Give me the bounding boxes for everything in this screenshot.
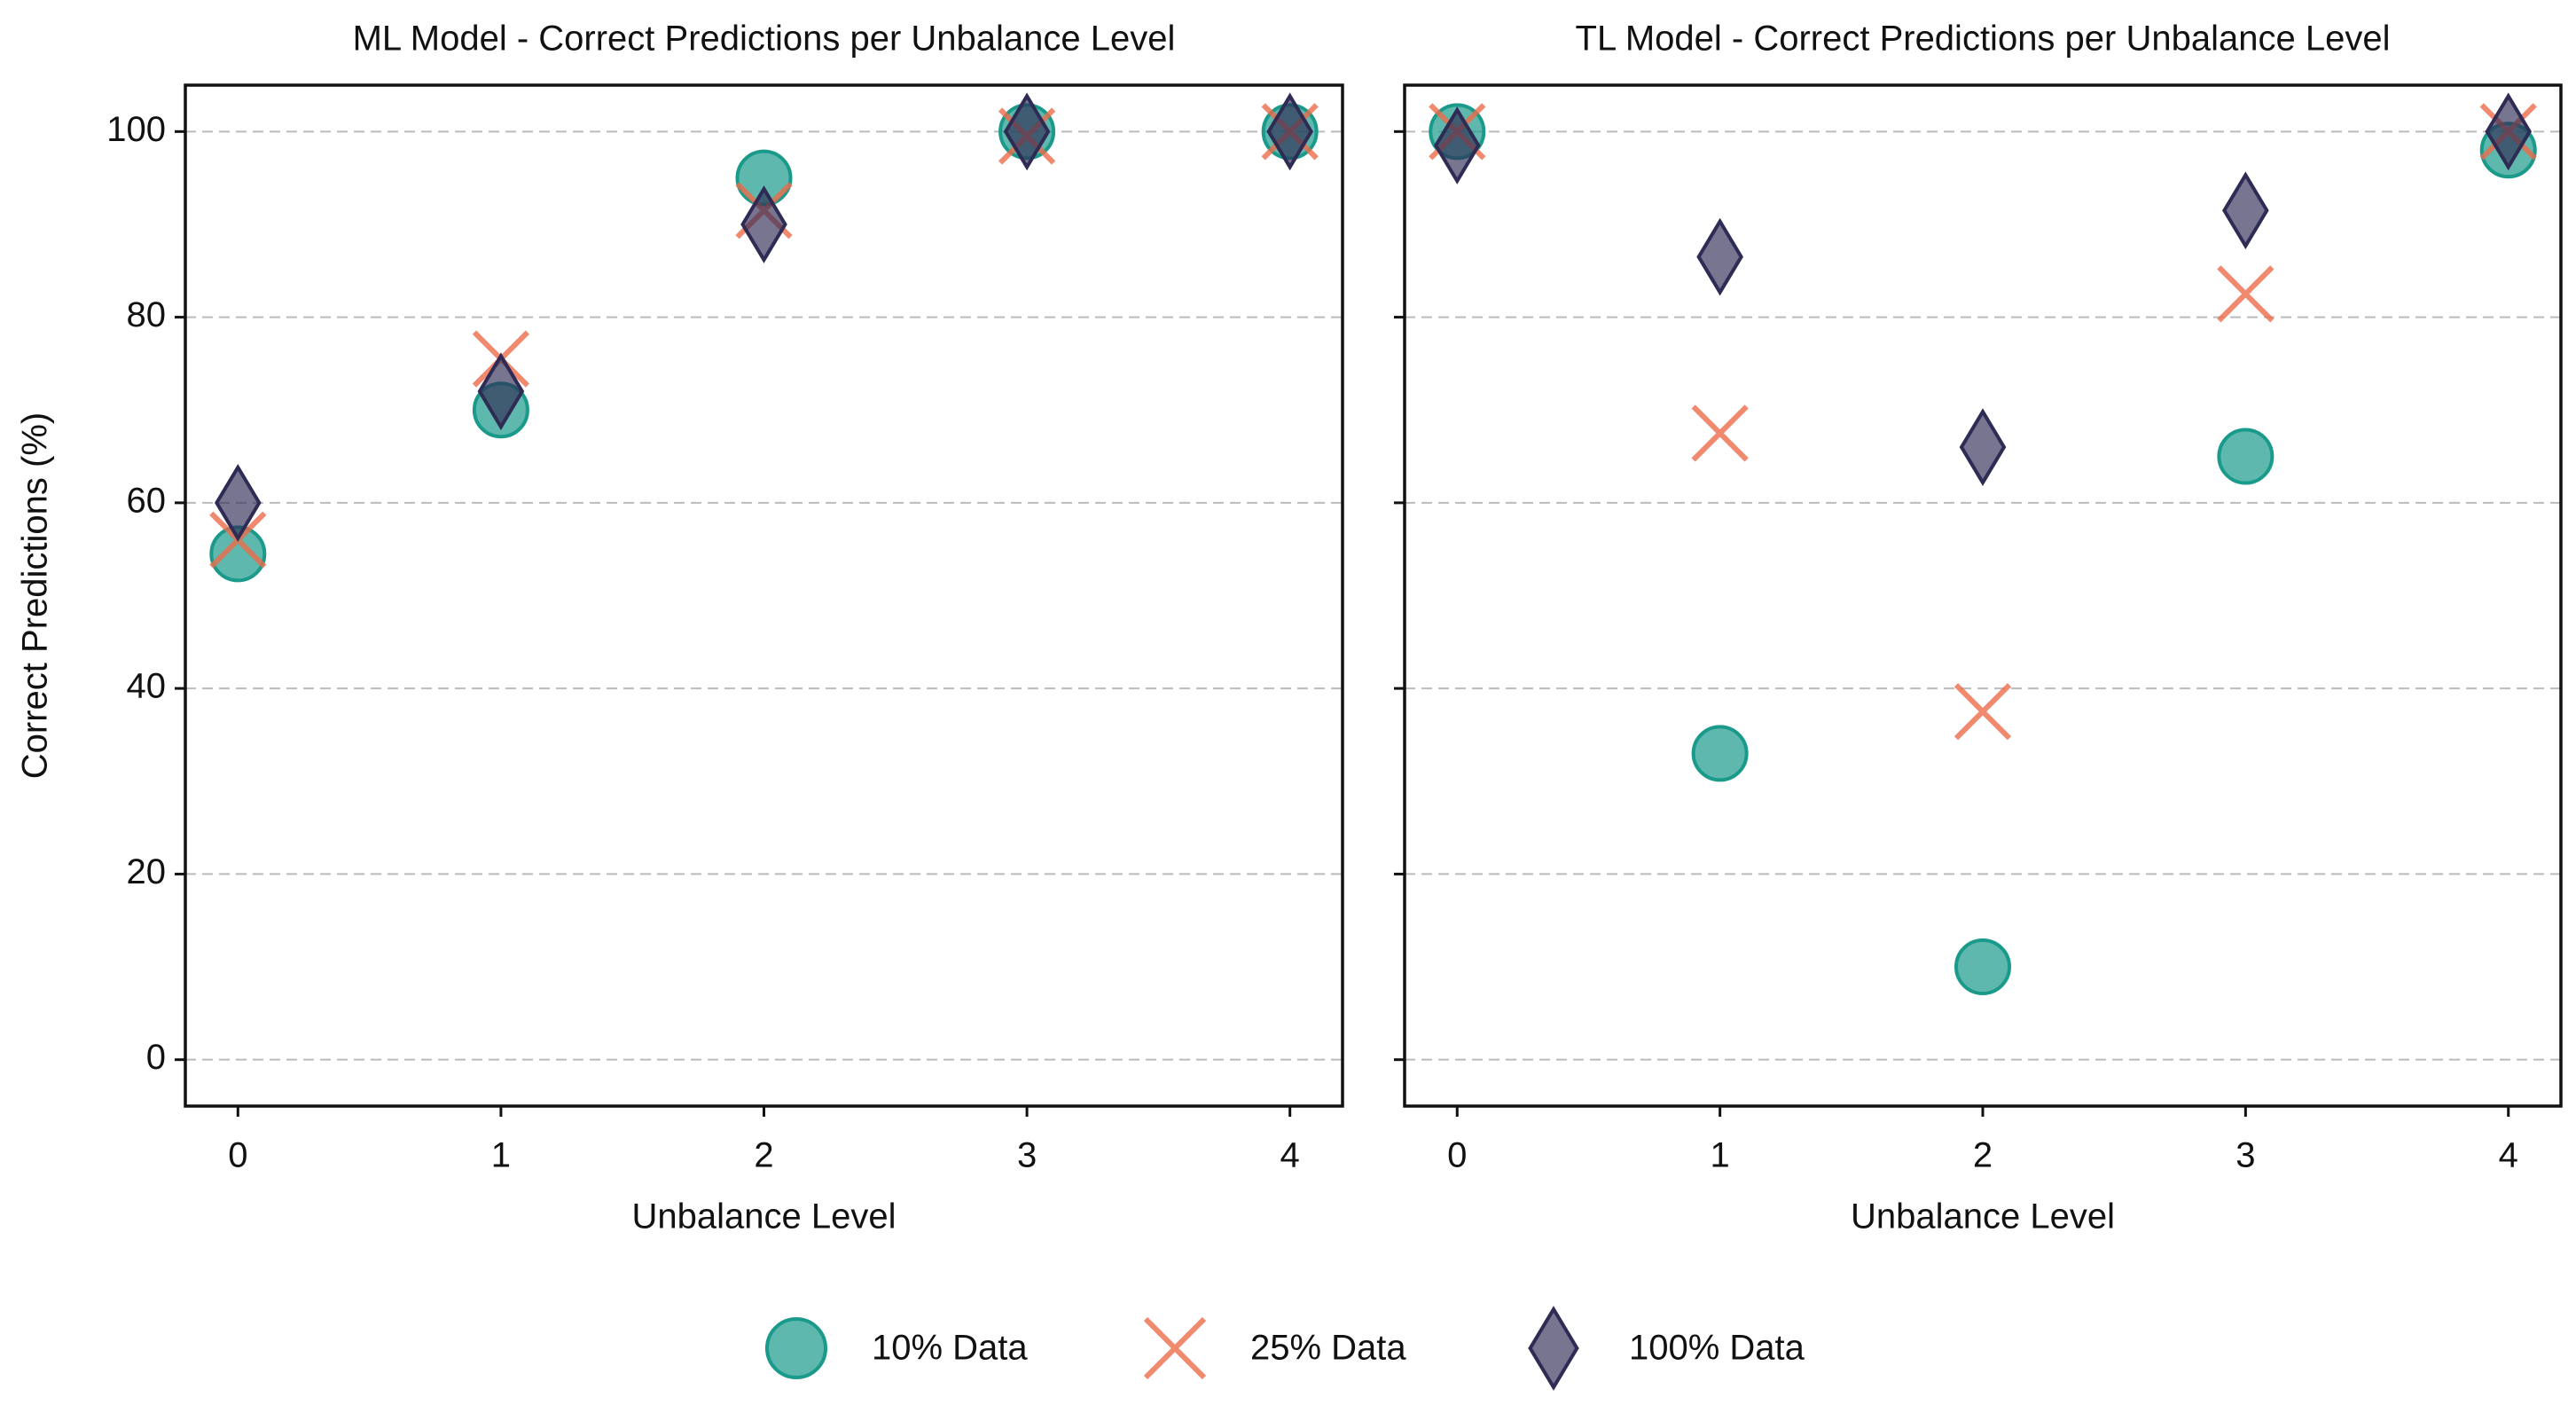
marker-x: [1143, 1316, 1207, 1380]
marker-diamond: [1266, 92, 1314, 171]
marker-circle: [2217, 428, 2275, 485]
x-tick-label: 4: [2499, 1136, 2518, 1175]
x-tick-label: 3: [2235, 1136, 2255, 1175]
y-axis-label: Correct Predictions (%): [16, 412, 55, 779]
marker-x: [2217, 265, 2275, 323]
x-tick-label: 2: [1973, 1136, 1993, 1175]
marker-diamond: [1003, 92, 1051, 171]
x-tick-label: 1: [491, 1136, 511, 1175]
marker-diamond: [2222, 171, 2269, 250]
x-tick-label: 3: [1017, 1136, 1037, 1175]
x-tick-label: 0: [1447, 1136, 1467, 1175]
x-tick-label: 4: [1280, 1136, 1300, 1175]
marker-diamond: [214, 463, 262, 542]
x-tick-label: 1: [1711, 1136, 1730, 1175]
marker-x: [1691, 404, 1749, 462]
marker-diamond: [1959, 408, 2007, 486]
x-axis-label: Unbalance Level: [1851, 1197, 2115, 1236]
legend-label: 100% Data: [1629, 1329, 1805, 1368]
marker-diamond: [477, 352, 525, 431]
marker-diamond: [2485, 92, 2533, 171]
marker-diamond: [1433, 106, 1481, 184]
chart-title: TL Model - Correct Predictions per Unbal…: [1576, 20, 2391, 59]
marker-diamond: [1528, 1306, 1579, 1391]
y-tick-label: 20: [127, 852, 167, 891]
axes-frame: [184, 83, 1344, 1108]
marker-x: [1954, 683, 2012, 741]
x-axis-label: Unbalance Level: [632, 1197, 897, 1236]
chart-title: ML Model - Correct Predictions per Unbal…: [353, 20, 1176, 59]
y-tick-label: 100: [106, 110, 166, 149]
marker-circle: [1691, 725, 1749, 782]
marker-circle: [1954, 938, 2011, 996]
x-tick-label: 2: [754, 1136, 773, 1175]
y-tick-label: 0: [146, 1038, 166, 1077]
x-tick-label: 0: [228, 1136, 247, 1175]
legend-label: 25% Data: [1250, 1329, 1406, 1368]
y-tick-label: 60: [127, 481, 167, 520]
marker-diamond: [1696, 217, 1743, 296]
marker-diamond: [740, 185, 787, 263]
y-tick-label: 80: [127, 295, 167, 334]
legend-label: 10% Data: [872, 1329, 1028, 1368]
marker-circle: [765, 1317, 827, 1379]
y-tick-label: 40: [127, 667, 167, 706]
axes-frame: [1403, 83, 2563, 1108]
